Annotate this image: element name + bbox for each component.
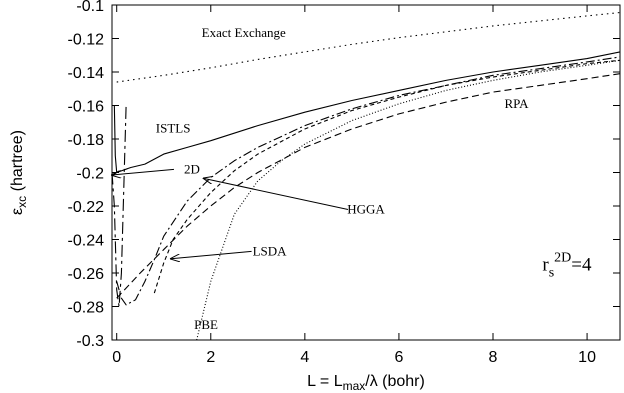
arrow-hgga xyxy=(204,178,349,211)
arrow-lsda xyxy=(171,250,252,258)
rs-label: rs2D=4 xyxy=(542,250,592,280)
x-tick-label: 0 xyxy=(112,349,121,366)
series-line-exact-exchange xyxy=(116,11,620,83)
x-tick-label: 4 xyxy=(300,349,309,366)
y-tick-label: -0.24 xyxy=(68,233,105,250)
annotation-istls: ISTLS xyxy=(156,120,191,135)
series-line-lsda xyxy=(153,59,620,294)
annotation-exact-exchange: Exact Exchange xyxy=(202,25,286,40)
annotations-group: Exact Exchange ISTLS RPA 2D HGGA LSDA PBE xyxy=(112,25,529,332)
x-tick-label: 10 xyxy=(578,349,596,366)
y-tick-label: -0.16 xyxy=(68,99,105,116)
y-tick-label: -0.14 xyxy=(68,65,105,82)
x-tick-label: 6 xyxy=(394,349,403,366)
series-line-pbe xyxy=(196,59,620,340)
x-tick-label: 8 xyxy=(489,349,498,366)
y-tick-label: -0.26 xyxy=(68,266,105,283)
series-line-istls xyxy=(112,51,620,177)
y-tick-label: -0.22 xyxy=(68,199,105,216)
annotation-2d: 2D xyxy=(184,161,200,176)
annotation-hgga: HGGA xyxy=(347,202,385,217)
annotation-pbe: PBE xyxy=(194,317,218,332)
series-line-rpa xyxy=(116,73,620,299)
y-tick-label: -0.18 xyxy=(68,132,105,149)
y-tick-label: -0.3 xyxy=(76,333,104,350)
arrow-2d xyxy=(112,168,175,175)
y-tick-label: -0.2 xyxy=(76,166,104,183)
series-group xyxy=(112,11,620,340)
y-tick-label: -0.12 xyxy=(68,32,105,49)
x-tick-label: 2 xyxy=(206,349,215,366)
y-tick-label: -0.1 xyxy=(76,0,104,15)
y-axis-label: εxc (hartree) xyxy=(9,130,29,215)
annotation-rpa: RPA xyxy=(504,96,529,111)
ticks-group: 0 2 4 6 8 10 -0.1 -0.12 -0.14 -0.16 -0.18 -0.2 -0.22… xyxy=(68,0,620,366)
series-line-hgga xyxy=(116,56,620,306)
y-tick-label: -0.28 xyxy=(68,300,105,317)
x-axis-label: L = Lmax/λ (bohr) xyxy=(307,373,425,393)
annotation-lsda: LSDA xyxy=(253,243,288,258)
